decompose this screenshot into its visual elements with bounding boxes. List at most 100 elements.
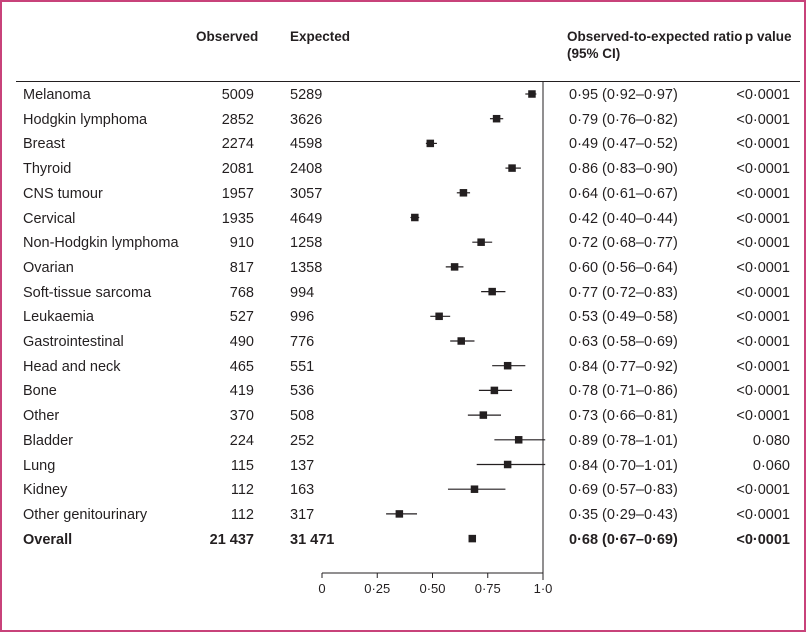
row-p-value: <0·0001 bbox=[736, 408, 790, 425]
x-tick-label: 1·0 bbox=[534, 581, 553, 596]
row-observed: 419 bbox=[229, 383, 254, 400]
point-estimate bbox=[426, 139, 435, 148]
row-name: Overall bbox=[23, 531, 73, 548]
row-expected: 994 bbox=[290, 284, 315, 301]
row-expected: 996 bbox=[290, 309, 315, 326]
point-estimate bbox=[503, 460, 512, 469]
row-name: Thyroid bbox=[23, 161, 72, 178]
row-expected: 1358 bbox=[290, 259, 323, 276]
point-estimate bbox=[508, 164, 516, 172]
row-name: Cervical bbox=[23, 210, 76, 227]
header-ratio: Observed-to-expected ratio (95% CI) bbox=[567, 29, 743, 61]
row-ratio-ci: 0·35 (0·29–0·43) bbox=[569, 506, 678, 523]
row-ratio-ci: 0·89 (0·78–1·01) bbox=[569, 432, 678, 449]
row-name: Other bbox=[23, 408, 60, 425]
row-ratio-ci: 0·53 (0·49–0·58) bbox=[569, 309, 678, 326]
row-ratio-ci: 0·42 (0·40–0·44) bbox=[569, 210, 678, 227]
row-expected: 3057 bbox=[290, 185, 323, 202]
point-estimate bbox=[470, 485, 479, 493]
row-observed: 112 bbox=[230, 506, 254, 523]
row-p-value: <0·0001 bbox=[736, 309, 790, 326]
row-name: Head and neck bbox=[23, 358, 121, 375]
header-observed: Observed bbox=[196, 29, 259, 44]
row-expected: 508 bbox=[290, 408, 315, 425]
row-observed: 465 bbox=[229, 358, 254, 375]
row-p-value: <0·0001 bbox=[736, 383, 790, 400]
row-ratio-ci: 0·49 (0·47–0·52) bbox=[569, 136, 678, 153]
row-expected: 5289 bbox=[290, 87, 323, 103]
row-observed: 1957 bbox=[221, 185, 254, 202]
point-estimate bbox=[477, 238, 485, 246]
row-p-value: <0·0001 bbox=[736, 185, 790, 202]
row-ratio-ci: 0·95 (0·92–0·97) bbox=[569, 87, 678, 103]
point-estimate bbox=[457, 337, 465, 345]
row-p-value: <0·0001 bbox=[736, 87, 790, 103]
point-estimate bbox=[435, 312, 443, 321]
point-estimate bbox=[459, 189, 468, 197]
row-expected: 551 bbox=[290, 358, 315, 375]
point-estimate bbox=[479, 411, 488, 419]
row-expected: 252 bbox=[290, 432, 315, 449]
row-ratio-ci: 0·84 (0·77–0·92) bbox=[569, 358, 678, 375]
row-observed: 112 bbox=[230, 482, 254, 499]
row-p-value: <0·0001 bbox=[736, 506, 790, 523]
row-ratio-ci: 0·73 (0·66–0·81) bbox=[569, 408, 678, 425]
row-ratio-ci: 0·77 (0·72–0·83) bbox=[569, 284, 678, 301]
row-ratio-ci: 0·68 (0·67–0·69) bbox=[569, 531, 678, 548]
row-expected: 2408 bbox=[290, 161, 323, 178]
point-estimate bbox=[492, 114, 501, 123]
row-observed: 527 bbox=[229, 309, 254, 326]
row-name: Breast bbox=[23, 136, 65, 153]
row-observed: 910 bbox=[229, 235, 254, 252]
row-ratio-ci: 0·69 (0·57–0·83) bbox=[569, 482, 678, 499]
row-p-value: <0·0001 bbox=[736, 136, 790, 153]
row-name: Soft-tissue sarcoma bbox=[23, 284, 152, 301]
row-p-value: 0·060 bbox=[752, 457, 790, 474]
row-observed: 5009 bbox=[221, 87, 254, 103]
point-estimate bbox=[411, 213, 419, 222]
x-tick-label: 0 bbox=[318, 581, 325, 596]
row-name: Melanoma bbox=[23, 87, 91, 103]
point-estimate bbox=[468, 534, 477, 543]
point-estimate bbox=[450, 263, 459, 271]
row-ratio-ci: 0·86 (0·83–0·90) bbox=[569, 161, 678, 178]
header-divider bbox=[16, 81, 800, 82]
row-expected: 3626 bbox=[290, 111, 323, 128]
point-estimate bbox=[514, 436, 523, 444]
row-expected: 31 471 bbox=[290, 531, 335, 548]
point-estimate bbox=[490, 386, 499, 395]
row-observed: 115 bbox=[230, 457, 254, 474]
row-ratio-ci: 0·84 (0·70–1·01) bbox=[569, 457, 678, 474]
row-p-value: <0·0001 bbox=[736, 161, 790, 178]
row-observed: 817 bbox=[229, 259, 254, 276]
row-expected: 137 bbox=[290, 457, 315, 474]
row-expected: 4649 bbox=[290, 210, 323, 227]
row-expected: 163 bbox=[290, 482, 315, 499]
x-tick-label: 0·25 bbox=[364, 581, 390, 596]
row-name: CNS tumour bbox=[23, 185, 103, 202]
row-expected: 4598 bbox=[290, 136, 323, 153]
row-observed: 768 bbox=[229, 284, 254, 301]
row-name: Kidney bbox=[23, 482, 68, 499]
row-name: Bone bbox=[23, 383, 57, 400]
row-name: Bladder bbox=[23, 432, 73, 449]
row-p-value: <0·0001 bbox=[736, 334, 790, 350]
point-estimate bbox=[395, 510, 404, 518]
row-p-value: <0·0001 bbox=[736, 358, 790, 375]
row-observed: 2852 bbox=[221, 111, 254, 128]
row-name: Leukaemia bbox=[23, 309, 94, 326]
row-ratio-ci: 0·64 (0·61–0·67) bbox=[569, 185, 678, 202]
row-name: Ovarian bbox=[23, 259, 74, 276]
row-expected: 536 bbox=[290, 383, 315, 400]
row-expected: 317 bbox=[290, 506, 315, 523]
row-name: Lung bbox=[23, 457, 56, 474]
row-p-value: <0·0001 bbox=[736, 531, 790, 548]
row-observed: 224 bbox=[229, 432, 254, 449]
row-observed: 21 437 bbox=[209, 531, 254, 548]
row-observed: 2081 bbox=[221, 161, 254, 178]
x-tick-label: 0·50 bbox=[419, 581, 445, 596]
row-observed: 2274 bbox=[221, 136, 254, 153]
row-p-value: <0·0001 bbox=[736, 284, 790, 301]
row-p-value: 0·080 bbox=[752, 432, 790, 449]
